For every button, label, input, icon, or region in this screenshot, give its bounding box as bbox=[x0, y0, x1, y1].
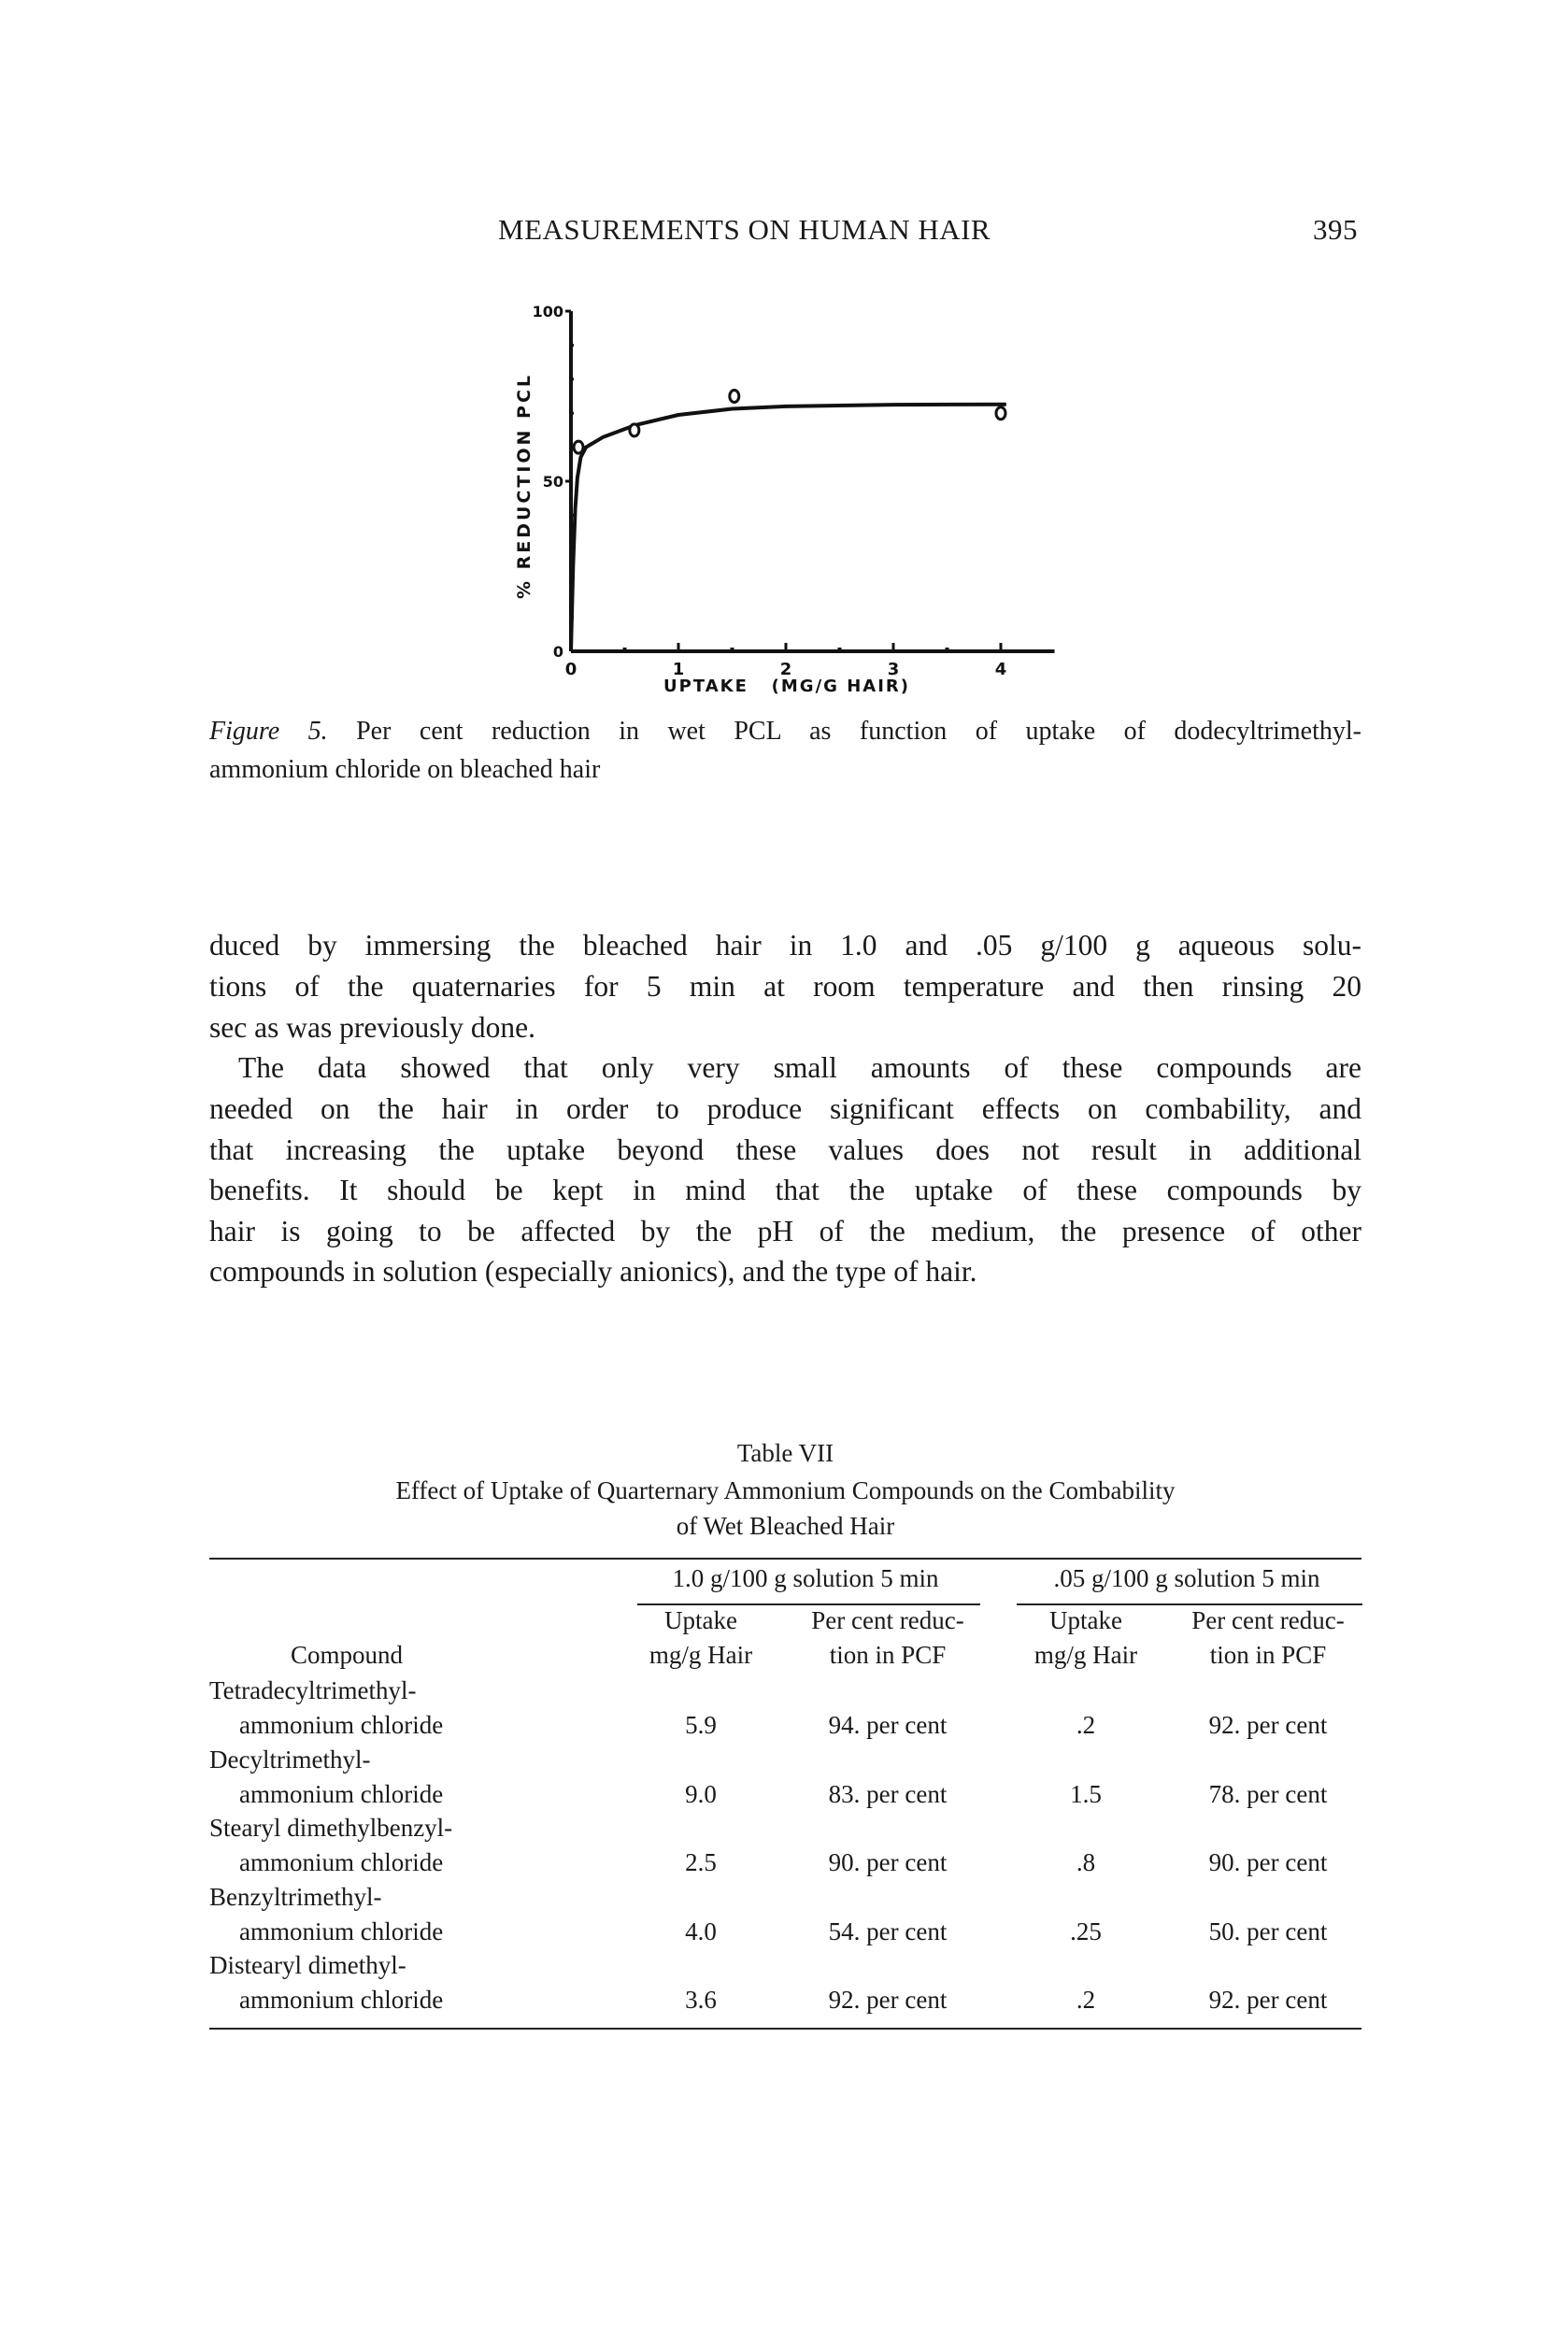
table-bottom-rule bbox=[209, 2028, 1361, 2030]
table-cell-r1: 54. per cent bbox=[828, 1917, 948, 1945]
y-tick-label: 50 bbox=[543, 473, 563, 491]
col-header-uptake-2b: mg/g Hair bbox=[1033, 1641, 1138, 1669]
chart-tick-labels: 0 1 2 3 4 0 50 100 bbox=[533, 303, 1007, 679]
compound-name-line-2: ammonium chloride bbox=[239, 1917, 444, 1945]
table-cell-u1: 3.6 bbox=[685, 1986, 717, 2014]
chart-axes bbox=[569, 311, 1055, 653]
compound-name-line-1: Benzyltrimethyl- bbox=[209, 1882, 382, 1911]
table-cell-r2: 92. per cent bbox=[1208, 1711, 1328, 1739]
body-line: hair is going to be affected by the pH o… bbox=[209, 1215, 1361, 1247]
compound-name-line-2: ammonium chloride bbox=[239, 1848, 444, 1876]
table-cell-r1: 94. per cent bbox=[828, 1711, 948, 1739]
body-line: duced by immersing the bleached hair in … bbox=[209, 929, 1361, 962]
page-number: 395 bbox=[1313, 213, 1358, 246]
body-line: compounds in solution (especially anioni… bbox=[209, 1255, 977, 1288]
compound-name-line-1: Distearyl dimethyl- bbox=[209, 1951, 406, 1979]
table-cell-u2: .2 bbox=[1076, 1986, 1096, 2014]
body-line: benefits. It should be kept in mind that… bbox=[209, 1174, 1361, 1206]
group-2-rule bbox=[1017, 1603, 1362, 1605]
table-cell-r1: 92. per cent bbox=[828, 1986, 948, 2014]
table-cell-u2: 1.5 bbox=[1070, 1779, 1102, 1808]
figure-caption-line-1: Figure 5. Per cent reduction in wet PCL … bbox=[209, 717, 1361, 747]
y-tick-label: 100 bbox=[533, 303, 563, 321]
body-line: tions of the quaternaries for 5 min at r… bbox=[209, 970, 1361, 1003]
group-1-rule bbox=[637, 1603, 980, 1605]
table-cell-u1: 9.0 bbox=[685, 1779, 717, 1808]
table-label: Table VII bbox=[736, 1439, 834, 1467]
table-top-rule bbox=[209, 1558, 1361, 1560]
body-line: The data showed that only very small amo… bbox=[238, 1051, 1361, 1084]
table-cell-u1: 5.9 bbox=[685, 1711, 717, 1739]
compound-name-line-1: Decyltrimethyl- bbox=[209, 1745, 371, 1774]
x-tick-label: 0 bbox=[565, 660, 577, 679]
figure-label: Figure 5. bbox=[209, 717, 328, 746]
compound-name-line-2: ammonium chloride bbox=[239, 1779, 444, 1808]
group-header-2: .05 g/100 g solution 5 min bbox=[1053, 1564, 1320, 1592]
table-cell-u1: 4.0 bbox=[685, 1917, 717, 1945]
col-header-uptake-1b: mg/g Hair bbox=[649, 1641, 753, 1669]
chart-ticks bbox=[565, 309, 1003, 651]
table-cell-r1: 83. per cent bbox=[828, 1779, 948, 1808]
x-tick-label: 2 bbox=[780, 660, 792, 679]
body-line: needed on the hair in order to produce s… bbox=[209, 1092, 1361, 1125]
x-tick-label: 3 bbox=[888, 660, 900, 679]
body-line: sec as was previously done. bbox=[209, 1011, 536, 1044]
table-cell-r2: 92. per cent bbox=[1208, 1986, 1328, 2014]
data-point bbox=[728, 389, 741, 404]
compound-name-line-2: ammonium chloride bbox=[239, 1986, 444, 2014]
col-header-uptake-1a: Uptake bbox=[664, 1606, 737, 1634]
table-cell-r1: 90. per cent bbox=[828, 1848, 948, 1876]
col-header-reduction-1a: Per cent reduc- bbox=[811, 1606, 964, 1634]
table-cell-u2: .25 bbox=[1070, 1917, 1102, 1945]
table-cell-r2: 50. per cent bbox=[1208, 1917, 1328, 1945]
compound-name-line-1: Stearyl dimethylbenzyl- bbox=[209, 1814, 453, 1842]
table-title-line-1: Effect of Uptake of Quarternary Ammonium… bbox=[395, 1476, 1176, 1504]
data-point bbox=[572, 439, 585, 455]
x-axis-label: UPTAKE (MG/G HAIR) bbox=[663, 677, 910, 696]
table-title-line-2: of Wet Bleached Hair bbox=[676, 1512, 895, 1540]
x-tick-label: 4 bbox=[995, 660, 1007, 679]
caption-text: Per cent reduction in wet PCL as functio… bbox=[356, 717, 1361, 746]
table-cell-u1: 2.5 bbox=[685, 1848, 717, 1876]
group-header-1: 1.0 g/100 g solution 5 min bbox=[672, 1564, 939, 1592]
body-line: that increasing the uptake beyond these … bbox=[209, 1133, 1361, 1166]
col-header-reduction-2b: tion in PCF bbox=[1209, 1641, 1327, 1669]
data-points bbox=[572, 389, 1007, 455]
fitted-curve bbox=[569, 402, 1006, 652]
y-tick-label: 0 bbox=[553, 643, 563, 661]
col-header-reduction-2a: Per cent reduc- bbox=[1191, 1606, 1345, 1634]
table-cell-r2: 90. per cent bbox=[1208, 1848, 1328, 1876]
table-cell-u2: .2 bbox=[1076, 1711, 1096, 1739]
data-point bbox=[628, 422, 641, 438]
col-header-reduction-1b: tion in PCF bbox=[829, 1641, 947, 1669]
x-tick-label: 1 bbox=[673, 660, 685, 679]
compound-name-line-2: ammonium chloride bbox=[239, 1711, 444, 1739]
table-cell-u2: .8 bbox=[1076, 1848, 1096, 1876]
col-header-uptake-2a: Uptake bbox=[1049, 1606, 1122, 1634]
figure-caption-line-2: ammonium chloride on bleached hair bbox=[209, 755, 601, 784]
y-axis-label: % REDUCTION PCL bbox=[514, 373, 535, 599]
table-cell-r2: 78. per cent bbox=[1208, 1779, 1328, 1808]
compound-name-line-1: Tetradecyltrimethyl- bbox=[209, 1676, 417, 1704]
running-title: MEASUREMENTS ON HUMAN HAIR bbox=[498, 213, 991, 246]
figure-5-chart: 0 1 2 3 4 0 50 100 % REDUCTION PCL UPTAKE (MG/G… bbox=[514, 303, 1055, 696]
col-header-compound: Compound bbox=[290, 1641, 404, 1669]
data-point bbox=[994, 406, 1007, 421]
